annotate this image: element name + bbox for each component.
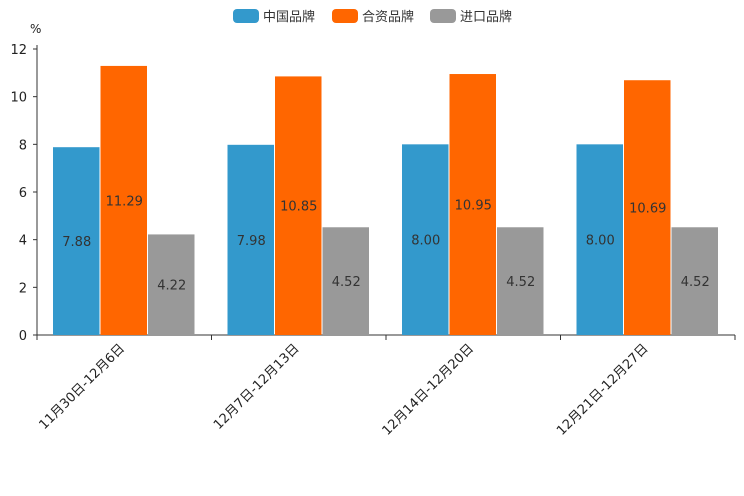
y-tick-label: 12 bbox=[10, 43, 27, 58]
data-label: 4.22 bbox=[157, 279, 186, 294]
y-tick-label: 10 bbox=[10, 91, 27, 106]
legend-item[interactable]: 中国品牌 bbox=[233, 9, 315, 25]
legend-item[interactable]: 进口品牌 bbox=[430, 9, 512, 25]
bar[interactable] bbox=[576, 144, 624, 335]
bar[interactable] bbox=[53, 147, 100, 335]
legend-label: 进口品牌 bbox=[460, 9, 512, 25]
x-category-label: 12月7日-12月13日 bbox=[211, 341, 303, 433]
y-tick-label: 0 bbox=[19, 329, 27, 344]
data-label: 10.85 bbox=[280, 200, 317, 215]
x-category-label: 12月21日-12月27日 bbox=[554, 341, 651, 438]
x-category-label: 12月14日-12月20日 bbox=[380, 341, 477, 438]
y-tick-label: 6 bbox=[19, 186, 27, 201]
y-axis: 0 2 4 6 8 10 12 bbox=[10, 43, 38, 344]
x-category-label: 11月30日-12月6日 bbox=[36, 341, 128, 433]
data-label: 4.52 bbox=[506, 275, 535, 290]
bar[interactable] bbox=[402, 144, 449, 335]
bar[interactable] bbox=[497, 227, 544, 335]
legend-swatch bbox=[233, 9, 259, 23]
bar[interactable] bbox=[322, 227, 370, 335]
y-axis-unit-label: % bbox=[30, 22, 41, 36]
legend-label: 中国品牌 bbox=[263, 9, 315, 25]
legend-label: 合资品牌 bbox=[362, 9, 414, 25]
data-label: 8.00 bbox=[411, 234, 440, 249]
data-label: 10.69 bbox=[629, 202, 666, 217]
legend-item[interactable]: 合资品牌 bbox=[332, 9, 414, 25]
data-labels: 7.88 11.29 4.22 7.98 10.85 4.52 8.00 10.95 4.52 8… bbox=[62, 194, 709, 293]
legend: 中国品牌 合资品牌 进口品牌 bbox=[233, 9, 512, 25]
data-label: 4.52 bbox=[681, 275, 710, 290]
bar[interactable] bbox=[148, 234, 195, 335]
data-label: 7.98 bbox=[237, 234, 266, 249]
bar[interactable] bbox=[227, 144, 275, 335]
legend-swatch bbox=[430, 9, 456, 23]
bars bbox=[53, 65, 719, 336]
y-tick-label: 4 bbox=[19, 234, 27, 249]
legend-swatch bbox=[332, 9, 358, 23]
data-label: 4.52 bbox=[332, 275, 361, 290]
data-label: 11.29 bbox=[106, 194, 143, 209]
x-axis: 11月30日-12月6日 12月7日-12月13日 12月14日-12月20日 12月… bbox=[36, 334, 736, 439]
bar[interactable] bbox=[671, 227, 719, 335]
bar[interactable] bbox=[100, 65, 148, 336]
bar[interactable] bbox=[624, 80, 671, 335]
bar[interactable] bbox=[275, 76, 322, 336]
y-tick-label: 8 bbox=[19, 138, 27, 153]
y-tick-label: 2 bbox=[19, 281, 27, 296]
data-label: 8.00 bbox=[586, 234, 615, 249]
bar[interactable] bbox=[449, 74, 497, 336]
data-label: 10.95 bbox=[455, 199, 492, 214]
data-label: 7.88 bbox=[62, 235, 91, 250]
